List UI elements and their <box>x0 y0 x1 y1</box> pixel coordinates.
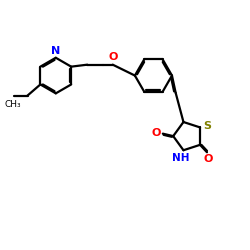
Text: CH₃: CH₃ <box>4 100 21 109</box>
Text: NH: NH <box>172 153 189 163</box>
Text: N: N <box>51 46 60 56</box>
Text: S: S <box>204 122 212 132</box>
Text: O: O <box>203 154 213 164</box>
Text: O: O <box>152 128 161 138</box>
Text: O: O <box>108 52 118 62</box>
